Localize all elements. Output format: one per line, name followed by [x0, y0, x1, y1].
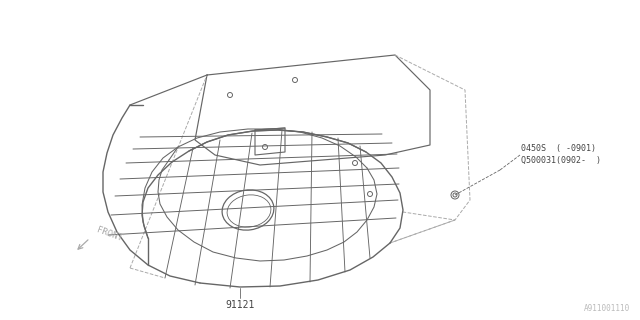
Text: FRONT: FRONT	[95, 225, 124, 243]
Text: A911001110: A911001110	[584, 304, 630, 313]
Text: 91121: 91121	[225, 300, 255, 310]
Text: Q500031(0902-  ): Q500031(0902- )	[521, 156, 601, 164]
Text: 0450S  ( -0901): 0450S ( -0901)	[521, 143, 596, 153]
